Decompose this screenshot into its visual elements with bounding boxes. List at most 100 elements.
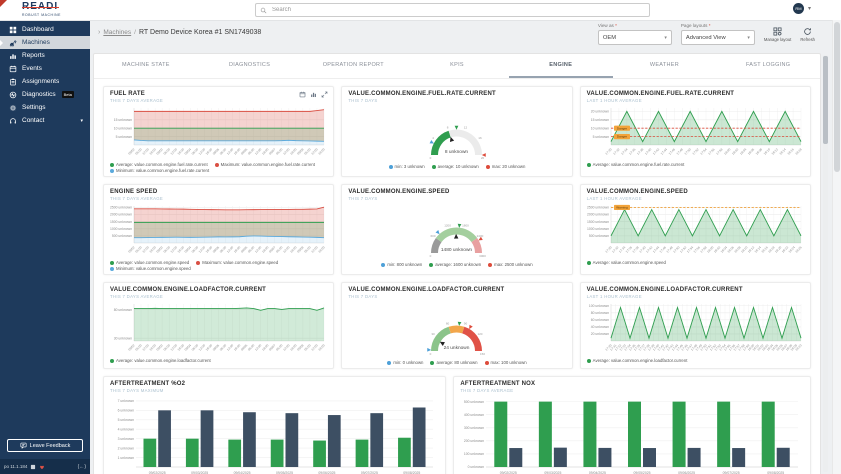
sidebar-item-contact[interactable]: Contact ▾: [0, 114, 90, 127]
search-icon: [260, 7, 267, 14]
legend-item: average: 10 unknown: [431, 164, 479, 169]
breadcrumb-link-machines[interactable]: Machines: [103, 29, 132, 36]
sidebar-item-diagnostics[interactable]: Diagnostics Beta: [0, 88, 90, 101]
sidebar-item-settings[interactable]: Settings: [0, 101, 90, 114]
svg-text:18:14: 18:14: [778, 147, 787, 156]
heart-icon[interactable]: [39, 464, 45, 470]
sidebar-item-dashboard[interactable]: Dashboard: [0, 23, 90, 36]
svg-text:17:32: 17:32: [612, 147, 621, 156]
manage-layout-button[interactable]: Manage layout: [764, 27, 791, 42]
legend-item: Average: value.common.engine.speed: [586, 260, 666, 265]
svg-text:17:58: 17:58: [737, 343, 746, 352]
legend-label: Average: value.common.engine.fuel.rate.c…: [116, 162, 208, 167]
svg-text:17:33: 17:33: [618, 343, 627, 352]
loadfactor-gauge[interactable]: 0 30 60 90 120 150 24 unknown: [348, 301, 565, 359]
breadcrumb-current: RT Demo Device Korea #1 SN1749038: [138, 29, 262, 36]
legend-dot: [430, 360, 435, 365]
sidebar-item-reports[interactable]: Reports: [0, 49, 90, 62]
tab-operation-report[interactable]: OPERATION REPORT: [322, 62, 384, 68]
leave-feedback-button[interactable]: Leave Feedback: [7, 439, 83, 452]
calendar-icon[interactable]: [299, 91, 306, 98]
tab-engine[interactable]: ENGINE: [508, 54, 613, 78]
svg-text:06:00: 06:00: [275, 343, 284, 352]
svg-text:17:54: 17:54: [699, 147, 708, 156]
svg-text:17:54: 17:54: [685, 245, 694, 254]
loadfactor-chart[interactable]: 80 unknown 30 unknown 09/02 06:00 12:00 18:00…: [110, 301, 327, 357]
svg-text:1500 unknown: 1500 unknown: [110, 220, 132, 224]
legend-item: max: 20 unknown: [485, 164, 525, 169]
user-menu[interactable]: RM ▾: [792, 3, 811, 14]
tab-weather[interactable]: WEATHER: [649, 62, 680, 68]
grid-icon[interactable]: [30, 464, 36, 470]
version-text: po 11.1.184: [4, 464, 28, 469]
content-scrollbar[interactable]: [823, 55, 828, 472]
svg-text:09/04: 09/04: [184, 147, 193, 156]
view-as-select[interactable]: OEM ▾: [597, 30, 672, 45]
legend-dot: [110, 162, 114, 167]
svg-text:30: 30: [432, 332, 436, 336]
legend-item: Maximum: value.common.engine.speed: [196, 260, 278, 265]
svg-text:06:00: 06:00: [303, 343, 312, 352]
sidebar-item-events[interactable]: Events: [0, 62, 90, 75]
svg-text:17:41: 17:41: [656, 343, 665, 352]
content-scrollbar-thumb[interactable]: [823, 56, 828, 144]
engine-speed-chart[interactable]: 2500 unknown 2000 unknown 1500 unknown 1000…: [110, 203, 327, 259]
tab-machine-state[interactable]: MACHINE STATE: [122, 62, 170, 68]
svg-text:18:00: 18:00: [149, 245, 158, 254]
svg-text:18:00: 18:00: [747, 343, 756, 352]
legend-label: Maximum: value.common.engine.speed: [202, 260, 279, 265]
svg-text:17:35: 17:35: [628, 343, 637, 352]
svg-text:18:08: 18:08: [754, 147, 763, 156]
search-input[interactable]: [270, 6, 645, 14]
chart-type-icon[interactable]: [310, 91, 317, 98]
aftertreatment-nox-chart[interactable]: 500 unknown 400 unknown 300 unknown 200 unk…: [460, 395, 804, 474]
card-toolbar: [299, 91, 328, 98]
svg-text:17:50: 17:50: [699, 343, 708, 352]
page-scrollbar-thumb[interactable]: [834, 22, 840, 172]
aftertreatment-o2-chart[interactable]: 7 unknown 6 unknown 5 unknown 4 unknown 3 un…: [110, 395, 439, 474]
search-box[interactable]: [255, 3, 650, 17]
svg-text:06:00: 06:00: [303, 147, 312, 156]
svg-text:17:43: 17:43: [666, 343, 675, 352]
loadfactor-trend-chart[interactable]: 100 unknown 80 unknown 60 unknown 40 unknow…: [587, 301, 804, 357]
page-layouts-select[interactable]: Advanced View ▾: [680, 30, 755, 45]
svg-text:06:00: 06:00: [303, 245, 312, 254]
svg-text:1480 unknown: 1480 unknown: [441, 247, 473, 253]
collapse-sidebar-button[interactable]: (←): [77, 463, 86, 470]
svg-text:18:09: 18:09: [789, 343, 798, 352]
svg-text:12:00: 12:00: [198, 245, 207, 254]
svg-text:17:40: 17:40: [652, 343, 661, 352]
app-logo[interactable]: READI ROBUST MACHINE: [22, 2, 61, 17]
svg-text:12:00: 12:00: [282, 245, 291, 254]
sidebar-item-machines[interactable]: Machines: [0, 36, 90, 49]
svg-text:90: 90: [464, 321, 468, 325]
legend-dot: [431, 164, 436, 169]
view-as-label: View as *: [597, 23, 617, 28]
svg-text:18:10: 18:10: [762, 147, 771, 156]
fuel-rate-chart[interactable]: 15 unknown 10 unknown 5 unknown 09/02 06:00 1…: [110, 105, 327, 161]
svg-text:18:20: 18:20: [774, 245, 783, 254]
svg-text:400 unknown: 400 unknown: [464, 413, 484, 417]
sidebar-item-assignments[interactable]: Assignments: [0, 75, 90, 88]
engine-speed-gauge[interactable]: 0 600 1200 1800 2400 3000 1480 unknown: [348, 203, 565, 261]
svg-text:12:00: 12:00: [198, 343, 207, 352]
contact-icon: [9, 117, 17, 125]
avatar[interactable]: RM: [792, 3, 804, 14]
fuel-rate-gauge[interactable]: 0 4 8 12 16 20 8 unknown: [348, 105, 565, 163]
page-scrollbar[interactable]: [832, 20, 841, 474]
tab-bar: MACHINE STATE DIAGNOSTICS OPERATION REPORT…: [94, 54, 820, 79]
svg-text:18:00: 18:00: [233, 343, 242, 352]
engine-speed-trend-chart[interactable]: 2500 unknown 2000 unknown 1500 unknown 1000…: [587, 203, 804, 259]
legend-item: Average: value.common.engine.fuel.rate.c…: [586, 162, 684, 167]
svg-text:09/03/2025: 09/03/2025: [545, 471, 562, 474]
legend-dot: [488, 262, 493, 267]
tab-kpis[interactable]: KPIS: [450, 62, 464, 68]
chevron-down-icon[interactable]: ▾: [807, 6, 811, 12]
fuel-rate-trend-chart[interactable]: 20 unknown 15 unknown 10 unknown 5 unknown D…: [587, 105, 804, 161]
tab-diagnostics[interactable]: DIAGNOSTICS: [228, 62, 271, 68]
svg-text:09/02: 09/02: [127, 245, 136, 254]
refresh-button[interactable]: Refresh: [800, 27, 815, 42]
expand-icon[interactable]: [321, 91, 328, 98]
svg-text:20 unknown: 20 unknown: [590, 110, 608, 114]
tab-fast-logging[interactable]: FAST LOGGING: [745, 62, 791, 68]
